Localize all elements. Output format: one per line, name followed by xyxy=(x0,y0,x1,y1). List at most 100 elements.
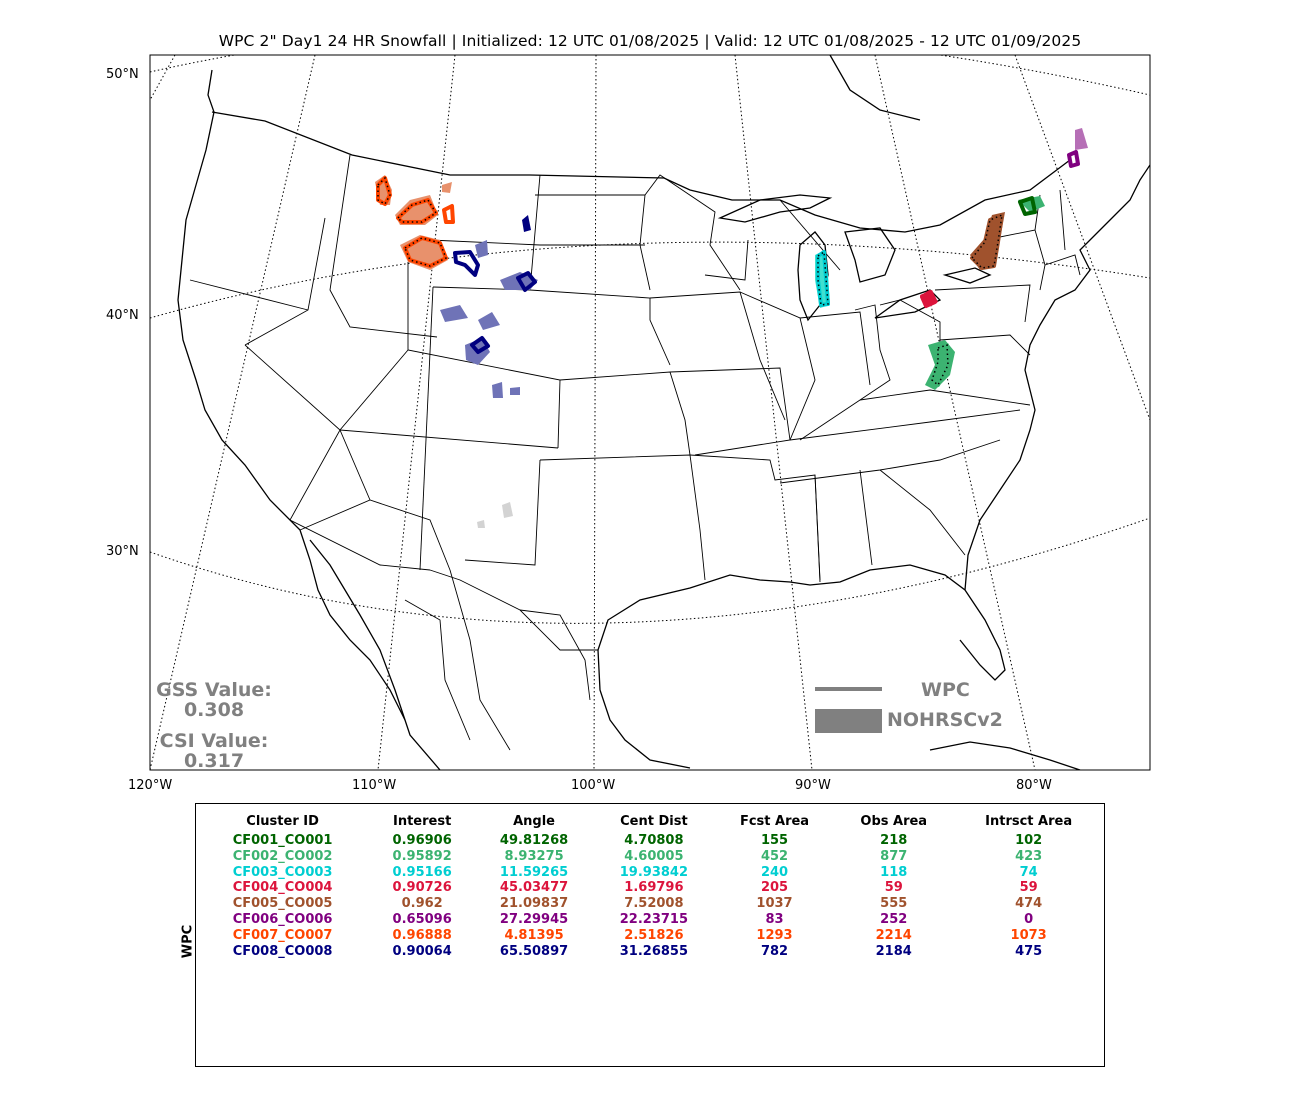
table-cell: 1.69796 xyxy=(624,880,684,896)
cluster-table-frame xyxy=(195,803,1105,1067)
table-cell: 27.29945 xyxy=(499,911,569,927)
table-cell: 252 xyxy=(880,911,908,927)
table-cell: 1293 xyxy=(756,927,793,943)
atlantic-coast xyxy=(964,164,1150,591)
lon-label-80w: 80°W xyxy=(1016,778,1052,793)
meridian-130w xyxy=(150,55,176,101)
table-row: CF001_CO001 0.96906 49.81268 4.70808 155 218 1… xyxy=(195,833,1105,849)
table-cell: 2214 xyxy=(875,927,912,943)
obs-cf006-maine xyxy=(1075,128,1088,150)
table-cell: 0.65096 xyxy=(392,911,452,927)
table-cell: CF008_CO008 xyxy=(232,943,333,959)
table-cell: 218 xyxy=(880,833,908,848)
table-cell: CF006_CO006 xyxy=(232,911,333,927)
header-cluster-id: Cluster ID xyxy=(246,814,319,829)
obs-cf008-colorado-3 xyxy=(492,382,503,398)
table-cell: 59 xyxy=(884,880,903,896)
hudson-bay-coast xyxy=(829,55,921,121)
great-lake-huron xyxy=(844,227,896,283)
table-cell: CF003_CO003 xyxy=(232,864,333,880)
forecast-contour-dots xyxy=(377,176,1003,387)
header-angle: Angle xyxy=(513,814,556,829)
table-cell: 83 xyxy=(765,911,784,927)
csi-label: CSI Value: xyxy=(159,730,269,752)
observed-snowfall-areas xyxy=(375,128,1088,528)
table-cell: 1073 xyxy=(1010,927,1047,943)
lon-label-120w: 120°W xyxy=(128,778,173,793)
table-row: CF008_CO008 0.90064 65.50897 31.26855 782 218… xyxy=(195,944,1105,960)
table-cell: CF002_CO002 xyxy=(232,848,333,864)
table-cell: 0.962 xyxy=(401,896,443,912)
baja-california xyxy=(299,529,406,721)
table-cell: CF001_CO001 xyxy=(232,833,333,848)
fcst-cf007-montana-4 xyxy=(442,204,455,224)
table-row: CF003_CO003 0.95166 11.59265 19.93842 240 118… xyxy=(195,865,1105,881)
table-cell: 555 xyxy=(880,896,908,912)
mexico-west-coast xyxy=(309,539,441,770)
cuba xyxy=(929,741,1081,770)
obs-cf008-colorado-1 xyxy=(478,312,500,330)
mexico-gulf-coast xyxy=(597,649,691,769)
table-row: CF006_CO006 0.65096 27.29945 22.23715 83 252 0 xyxy=(195,912,1105,928)
legend-wpc-label: WPC xyxy=(921,679,970,701)
legend-nohrsc-label: NOHRSCv2 xyxy=(887,709,1003,731)
table-cell: 782 xyxy=(760,943,789,959)
meridian-90w xyxy=(734,55,813,770)
fcst-cf001-vermont xyxy=(1018,196,1037,216)
obs-unmatched-new-mexico-2 xyxy=(477,520,485,528)
table-cell: 8.93275 xyxy=(504,848,564,864)
table-row: CF004_CO004 0.90726 45.03477 1.69796 205 59 59 xyxy=(195,880,1105,896)
table-cell: 0.96906 xyxy=(392,833,452,848)
table-cell: 0.95166 xyxy=(392,864,452,880)
header-obs-area: Obs Area xyxy=(860,814,928,829)
obs-cf008-wyoming-2 xyxy=(440,305,468,322)
great-lake-ontario xyxy=(942,267,992,284)
table-cell: 2.51826 xyxy=(624,927,684,943)
lon-label-90w: 90°W xyxy=(795,778,831,793)
table-cell: 0.96888 xyxy=(392,927,452,943)
table-cell: CF007_CO007 xyxy=(232,927,333,943)
state-borders xyxy=(189,154,1081,751)
table-cell: 0 xyxy=(1024,911,1034,927)
header-interest: Interest xyxy=(393,814,452,829)
table-row: CF005_CO005 0.962 21.09837 7.52008 1037 555 47… xyxy=(195,896,1105,912)
canada-us-border xyxy=(211,111,1071,233)
fcst-cf006-maine xyxy=(1067,150,1080,168)
header-cent-dist: Cent Dist xyxy=(620,814,688,829)
table-cell: 240 xyxy=(760,864,789,880)
lon-label-100w: 100°W xyxy=(571,778,616,793)
table-cell: 4.81395 xyxy=(504,927,564,943)
table-cell: 59 xyxy=(1019,880,1038,896)
lon-label-110w: 110°W xyxy=(352,778,397,793)
table-cell: 11.59265 xyxy=(499,864,569,880)
obs-cf008-colorado-4 xyxy=(510,387,520,395)
table-cell: 49.81268 xyxy=(499,833,569,848)
obs-cf008-south-dakota xyxy=(522,215,531,232)
table-header-row: Cluster ID Interest Angle Cent Dist Fcst… xyxy=(195,814,1105,833)
table-cell: 2184 xyxy=(875,943,912,959)
lat-label-50n: 50°N xyxy=(106,67,139,82)
table-cell: 7.52008 xyxy=(624,896,684,912)
parallel-30n xyxy=(150,517,1150,624)
table-cell: 475 xyxy=(1015,943,1043,959)
table-cell: 74 xyxy=(1019,864,1038,880)
fcst-cf004-pennsylvania xyxy=(920,290,937,308)
legend-fill-swatch xyxy=(815,709,882,733)
table-cell: 65.50897 xyxy=(499,943,569,959)
meridian-80w xyxy=(874,55,1036,770)
table-cell: 0.90064 xyxy=(392,943,452,959)
table-cell: CF004_CO004 xyxy=(232,880,333,896)
meridian-120w xyxy=(150,55,316,770)
table-cell: 45.03477 xyxy=(499,880,569,896)
table-cell: 31.26855 xyxy=(619,943,689,959)
lat-label-30n: 30°N xyxy=(106,544,139,559)
pacific-coast xyxy=(177,69,301,531)
cluster-table: Cluster ID Interest Angle Cent Dist Fcst… xyxy=(195,814,1105,959)
table-cell: 118 xyxy=(880,864,908,880)
table-cell: 4.60005 xyxy=(624,848,684,864)
obs-unmatched-new-mexico-1 xyxy=(502,502,513,518)
map-title: WPC 2" Day1 24 HR Snowfall | Initialized… xyxy=(218,32,1082,50)
table-row: CF002_CO002 0.95892 8.93275 4.60005 452 877 42… xyxy=(195,849,1105,865)
table-cell: 155 xyxy=(760,833,789,848)
